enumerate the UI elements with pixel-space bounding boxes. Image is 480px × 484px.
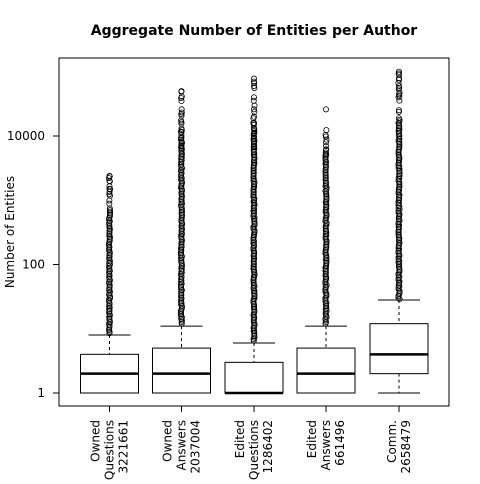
box-2 — [152, 88, 211, 394]
outlier-point — [178, 125, 185, 132]
box-3 — [224, 75, 284, 395]
outlier-point — [250, 134, 257, 141]
x-tick-label: 3221661 — [117, 420, 131, 473]
outlier-point — [250, 75, 257, 82]
outlier-point — [395, 68, 402, 75]
outlier-point — [251, 128, 258, 135]
outlier-point — [178, 129, 185, 136]
outlier-point — [251, 108, 258, 115]
outlier-point — [106, 200, 113, 207]
outlier-point — [250, 83, 257, 90]
outlier-point — [250, 78, 257, 85]
outlier-point — [395, 115, 402, 122]
x-tick-label: Questions — [103, 420, 117, 480]
y-axis: 1 100 10000 — [7, 129, 59, 400]
outliers — [322, 106, 330, 327]
outlier-point — [322, 147, 329, 154]
y-tick-label: 100 — [22, 258, 45, 272]
outlier-point — [323, 282, 330, 289]
outlier-point — [395, 71, 402, 78]
box-iqr — [369, 323, 429, 375]
x-tick-label: Owned — [89, 420, 103, 462]
chart-title: Aggregate Number of Entities per Author — [91, 23, 418, 39]
outliers — [177, 88, 186, 327]
outlier-point — [323, 127, 330, 134]
outlier-point — [250, 94, 257, 101]
box-5 — [369, 68, 429, 394]
outlier-point — [395, 107, 402, 114]
x-tick-label: Owned — [161, 420, 175, 462]
x-tick-label: 661496 — [333, 420, 347, 466]
outlier-point — [250, 106, 257, 113]
outlier-point — [322, 149, 329, 156]
outliers — [395, 68, 403, 303]
box-iqr — [296, 347, 356, 394]
outlier-point — [322, 311, 329, 318]
outlier-point — [250, 142, 257, 149]
x-tick-label: Edited — [233, 420, 247, 458]
outlier-point — [250, 125, 257, 132]
outlier-point — [395, 83, 402, 90]
x-tick-label: Answers — [175, 420, 189, 470]
box-iqr — [224, 361, 284, 394]
x-tick-label: Edited — [305, 420, 319, 458]
y-axis-label: Number of Entities — [3, 176, 17, 288]
x-axis: Owned Questions 3221661 Owned Answers 2037004… — [89, 406, 413, 480]
outlier-point — [250, 113, 257, 120]
outlier-point — [178, 142, 185, 149]
x-tick-label: Comm. — [385, 420, 399, 463]
x-tick-label: 2037004 — [189, 420, 203, 473]
x-tick-label: 1286402 — [261, 420, 275, 473]
outliers — [250, 75, 258, 344]
outlier-point — [322, 142, 329, 149]
outliers — [105, 172, 114, 337]
y-tick-label: 10000 — [7, 129, 45, 143]
outlier-point — [178, 145, 185, 152]
box-1 — [80, 172, 139, 394]
outlier-point — [178, 109, 185, 116]
outlier-point — [322, 106, 329, 113]
y-tick-label: 1 — [37, 386, 45, 400]
outlier-point — [395, 108, 402, 115]
outlier-point — [178, 98, 185, 105]
outlier-point — [250, 119, 257, 126]
x-tick-label: 2658479 — [399, 420, 413, 473]
box-iqr — [152, 347, 211, 394]
x-tick-label: Answers — [319, 420, 333, 470]
box-4 — [296, 106, 356, 394]
outlier-point — [106, 185, 113, 192]
outlier-point — [106, 172, 113, 179]
outlier-point — [106, 197, 113, 204]
outlier-point — [250, 130, 257, 137]
x-tick-label: Questions — [247, 420, 261, 480]
outlier-point — [322, 139, 329, 146]
outlier-point — [250, 97, 257, 104]
outlier-point — [177, 255, 184, 262]
boxes — [80, 68, 429, 395]
outlier-point — [250, 139, 257, 146]
outlier-point — [178, 106, 185, 113]
outlier-point — [178, 139, 185, 146]
outlier-point — [178, 88, 185, 95]
